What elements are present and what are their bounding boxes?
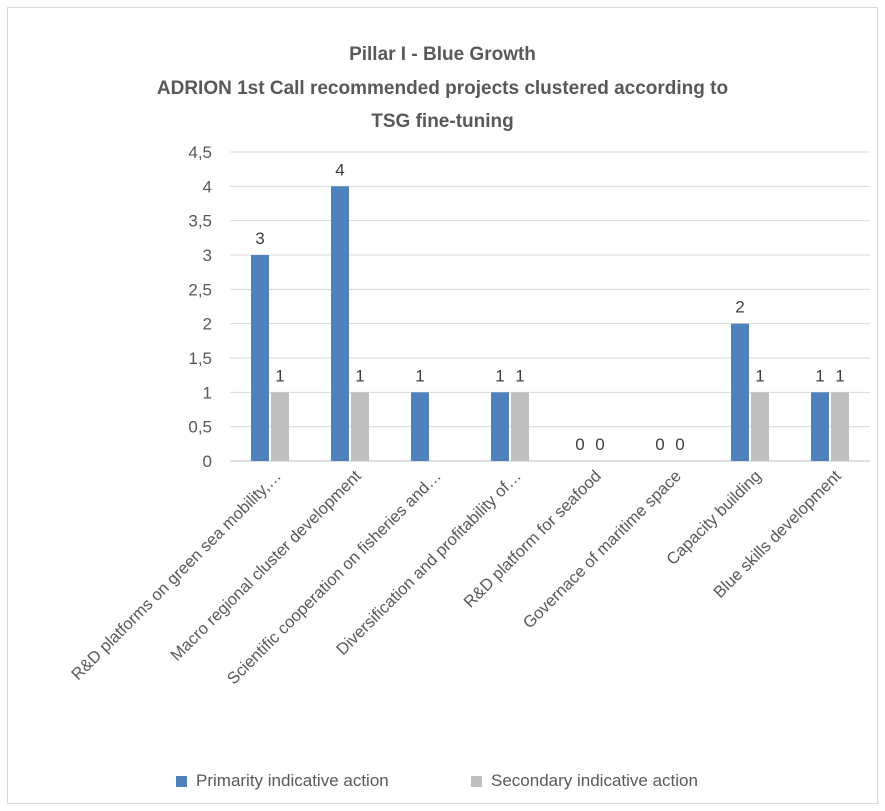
bar-primary	[491, 392, 509, 461]
bar-secondary	[831, 392, 849, 461]
category-label: R&D platform for seafood	[460, 467, 604, 611]
bar-primary	[731, 323, 749, 461]
data-label-primary: 1	[495, 366, 504, 385]
y-tick-label: 3	[203, 246, 212, 265]
data-label-primary: 1	[415, 366, 424, 385]
legend-label-primary: Primarity indicative action	[196, 771, 389, 790]
y-tick-label: 1,5	[188, 349, 212, 368]
category-label: Governace of maritime space	[520, 467, 685, 632]
legend-swatch-secondary	[471, 775, 482, 787]
data-label-secondary: 1	[755, 366, 764, 385]
y-tick-label: 3,5	[188, 212, 212, 231]
legend-item-secondary: Secondary indicative action	[471, 770, 698, 792]
bar-secondary	[511, 392, 529, 461]
data-label-secondary: 0	[595, 435, 604, 454]
data-label-primary: 2	[735, 298, 744, 317]
chart-title-line-1: Pillar I - Blue Growth	[349, 44, 536, 65]
bar-secondary	[751, 392, 769, 461]
data-label-secondary: 1	[355, 366, 364, 385]
data-label-primary: 3	[255, 229, 264, 248]
bar-primary	[251, 255, 269, 461]
y-tick-label: 2	[203, 315, 212, 334]
category-label: Blue skills development	[710, 467, 845, 602]
data-label-primary: 0	[575, 435, 584, 454]
y-tick-label: 0,5	[188, 418, 212, 437]
y-tick-label: 4	[203, 177, 212, 196]
legend-label-secondary: Secondary indicative action	[491, 771, 698, 790]
data-label-primary: 4	[335, 160, 344, 179]
data-label-secondary: 1	[275, 366, 284, 385]
data-label-secondary: 1	[515, 366, 524, 385]
data-label-primary: 1	[815, 366, 824, 385]
y-tick-label: 2,5	[188, 280, 212, 299]
bar-secondary	[351, 392, 369, 461]
bar-primary	[331, 186, 349, 462]
legend-item-primary: Primarity indicative action	[176, 770, 389, 792]
chart-title-line-2: ADRION 1st Call recommended projects clu…	[156, 78, 729, 99]
bar-secondary	[271, 392, 289, 461]
legend-swatch-primary	[176, 775, 187, 787]
bar-primary	[811, 392, 829, 461]
y-tick-label: 1	[203, 383, 212, 402]
data-label-primary: 0	[655, 435, 664, 454]
chart-title-line-3: TSG fine-tuning	[371, 111, 514, 132]
y-tick-label: 0	[203, 452, 212, 471]
data-label-secondary: 0	[675, 435, 684, 454]
bar-primary	[411, 392, 429, 461]
data-label-secondary: 1	[835, 366, 844, 385]
y-tick-label: 4,5	[188, 143, 212, 162]
